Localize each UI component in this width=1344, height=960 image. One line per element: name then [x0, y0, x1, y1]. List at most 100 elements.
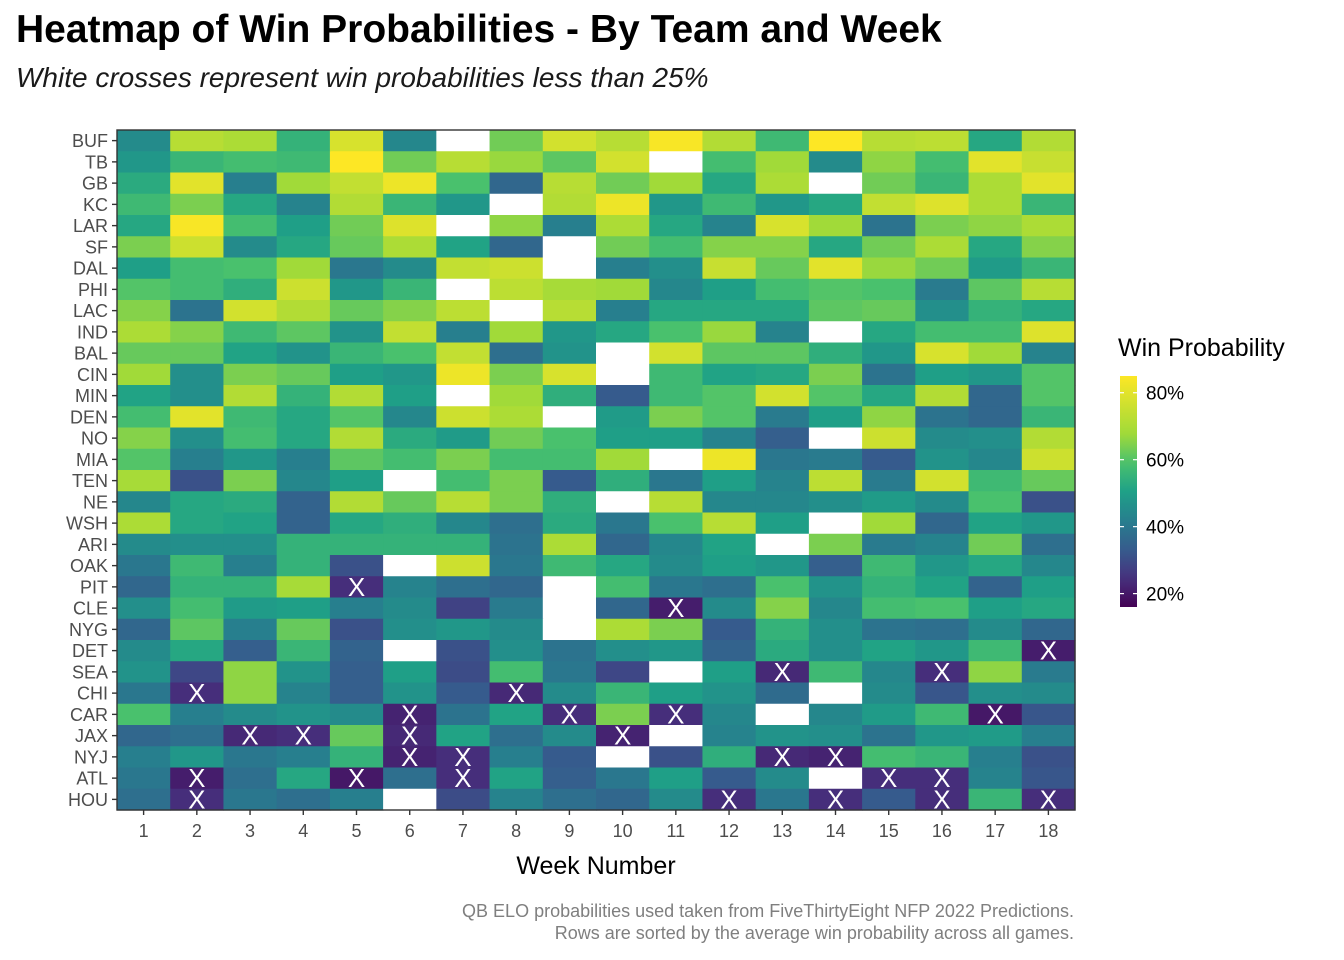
cell-BUF-week-2 — [170, 130, 225, 152]
cell-BUF-week-10 — [596, 130, 650, 152]
cell-SEA-week-4 — [276, 661, 331, 684]
cell-NYJ-week-12 — [702, 746, 757, 769]
cell-TEN-week-14 — [808, 470, 863, 492]
x-tick-label-2: 2 — [192, 821, 202, 841]
cross-NYJ-week-13: X — [774, 742, 791, 772]
cell-DEN-week-8 — [489, 406, 544, 429]
cell-NYJ-week-17 — [968, 746, 1023, 769]
cell-SEA-week-12 — [702, 661, 757, 684]
cell-OAK-week-18 — [1021, 555, 1076, 577]
cell-WSH-week-4 — [276, 512, 331, 535]
cell-LAR-week-10 — [596, 215, 650, 237]
y-tick-label-TB: TB — [85, 152, 108, 172]
y-tick-label-CLE: CLE — [73, 599, 108, 619]
cell-PIT-week-9 — [542, 576, 597, 599]
x-tick-label-5: 5 — [351, 821, 361, 841]
cell-ARI-week-10 — [596, 533, 650, 556]
cell-TEN-week-11 — [649, 470, 704, 492]
y-tick-label-CAR: CAR — [70, 705, 108, 725]
cell-MIA-week-7 — [436, 448, 491, 471]
cell-JAX-week-14 — [808, 725, 863, 747]
cell-SF-week-5 — [329, 236, 384, 259]
cell-JAX-week-3 — [223, 725, 278, 747]
cell-SEA-week-9 — [542, 661, 597, 684]
cell-NE-week-6 — [383, 491, 437, 514]
cell-SEA-week-11 — [649, 661, 704, 684]
cell-DET-week-9 — [542, 640, 597, 662]
cell-NYJ-week-15 — [862, 746, 916, 769]
cell-CAR-week-10 — [596, 703, 650, 726]
cell-ARI-week-17 — [968, 533, 1023, 556]
cell-ARI-week-13 — [755, 533, 810, 556]
cross-SEA-week-13: X — [774, 657, 791, 687]
cell-NYJ-week-1 — [117, 746, 171, 769]
cell-LAR-week-15 — [862, 215, 916, 237]
cell-WSH-week-3 — [223, 512, 278, 535]
cell-OAK-week-2 — [170, 555, 225, 577]
cell-CHI-week-10 — [596, 682, 650, 705]
cell-SEA-week-10 — [596, 661, 650, 684]
cell-KC-week-10 — [596, 193, 650, 216]
cell-NO-week-12 — [702, 427, 757, 450]
cell-DEN-week-9 — [542, 406, 597, 429]
cell-CIN-week-18 — [1021, 363, 1076, 386]
cell-SF-week-17 — [968, 236, 1023, 259]
cell-NYG-week-16 — [915, 618, 970, 641]
cell-TB-week-12 — [702, 151, 757, 174]
cell-NYG-week-17 — [968, 618, 1023, 641]
y-tick-label-NYG: NYG — [69, 620, 108, 640]
cell-TEN-week-1 — [117, 470, 171, 492]
cell-PIT-week-5 — [329, 576, 384, 599]
cell-MIN-week-5 — [329, 385, 384, 407]
cell-NE-week-13 — [755, 491, 810, 514]
cell-PIT-week-8 — [489, 576, 544, 599]
cell-BUF-week-12 — [702, 130, 757, 152]
cell-TB-week-10 — [596, 151, 650, 174]
cell-MIN-week-8 — [489, 385, 544, 407]
cell-NE-week-16 — [915, 491, 970, 514]
cell-MIN-week-10 — [596, 385, 650, 407]
cell-OAK-week-14 — [808, 555, 863, 577]
cross-ATL-week-7: X — [454, 763, 471, 793]
cell-NE-week-12 — [702, 491, 757, 514]
cell-NYG-week-11 — [649, 618, 704, 641]
cell-ATL-week-13 — [755, 767, 810, 790]
cell-IND-week-16 — [915, 321, 970, 344]
cell-CLE-week-2 — [170, 597, 225, 620]
cell-JAX-week-7 — [436, 725, 491, 747]
cell-LAC-week-10 — [596, 300, 650, 322]
cell-LAC-week-6 — [383, 300, 437, 322]
cell-LAR-week-17 — [968, 215, 1023, 237]
y-tick-label-SF: SF — [85, 237, 108, 257]
cell-BAL-week-17 — [968, 342, 1023, 365]
y-tick-label-MIN: MIN — [75, 386, 108, 406]
cell-MIN-week-18 — [1021, 385, 1076, 407]
cell-CLE-week-11 — [649, 597, 704, 620]
cell-CLE-week-16 — [915, 597, 970, 620]
cell-NYG-week-7 — [436, 618, 491, 641]
cell-NYG-week-6 — [383, 618, 437, 641]
x-axis: 1 2 3 4 5 6 7 8 9 10 11 12 13 14 15 16 17 18 — [139, 810, 1058, 841]
x-tick-label-13: 13 — [772, 821, 792, 841]
legend-tick-label-3: 80% — [1146, 384, 1184, 405]
cell-DEN-week-11 — [649, 406, 704, 429]
cell-CHI-week-9 — [542, 682, 597, 705]
cell-LAR-week-8 — [489, 215, 544, 237]
cell-ATL-week-7 — [436, 767, 491, 790]
cell-JAX-week-18 — [1021, 725, 1076, 747]
cell-CLE-week-7 — [436, 597, 491, 620]
cell-TEN-week-9 — [542, 470, 597, 492]
cell-NYJ-week-13 — [755, 746, 810, 769]
cell-IND-week-6 — [383, 321, 437, 344]
cell-TEN-week-15 — [862, 470, 916, 492]
cell-PHI-week-12 — [702, 278, 757, 301]
cell-ATL-week-14 — [808, 767, 863, 790]
cell-CHI-week-5 — [329, 682, 384, 705]
cell-NYG-week-18 — [1021, 618, 1076, 641]
cell-NO-week-6 — [383, 427, 437, 450]
cell-NE-week-5 — [329, 491, 384, 514]
cell-TEN-week-16 — [915, 470, 970, 492]
cell-WSH-week-11 — [649, 512, 704, 535]
cell-ATL-week-5 — [329, 767, 384, 790]
cell-PIT-week-15 — [862, 576, 916, 599]
